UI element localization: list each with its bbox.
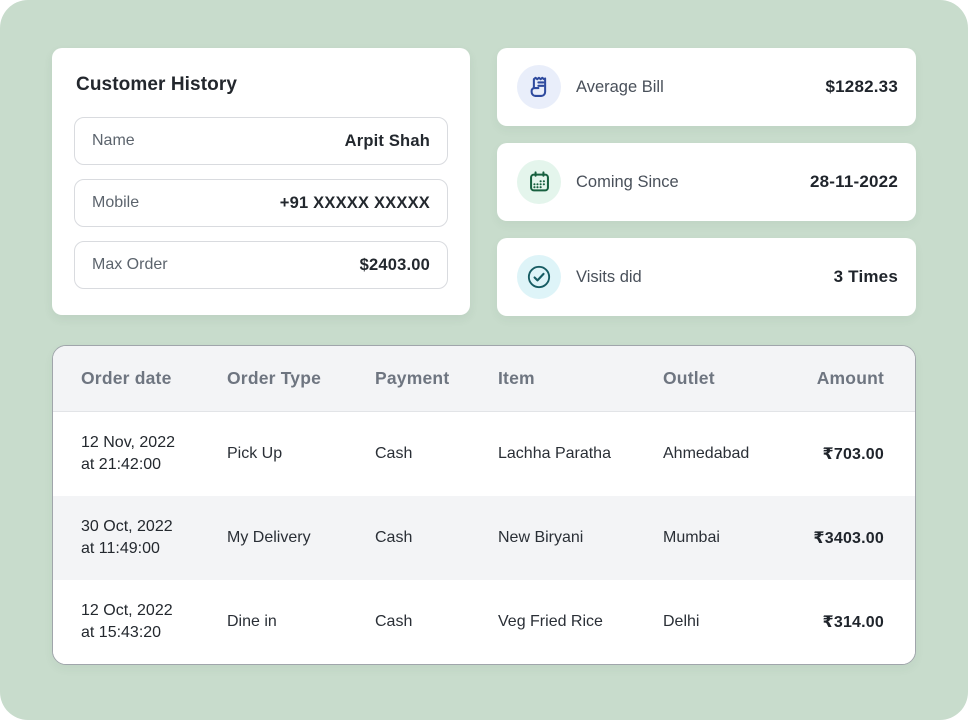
customer-history-card: Customer History Name Arpit Shah Mobile … xyxy=(52,48,470,315)
max-order-field-label: Max Order xyxy=(92,256,168,273)
name-field-label: Name xyxy=(92,132,135,149)
stats-column: Average Bill $1282.33 Coming Sin xyxy=(497,48,916,316)
visits-did-label: Visits did xyxy=(576,267,642,286)
cell-order-date: 12 Nov, 2022 at 21:42:00 xyxy=(81,432,227,476)
col-header-amount: Amount xyxy=(816,368,884,388)
name-field-value: Arpit Shah xyxy=(344,131,430,150)
table-row: 12 Oct, 2022 at 15:43:20 Dine in Cash Ve… xyxy=(53,580,915,664)
cell-order-date: 12 Oct, 2022 at 15:43:20 xyxy=(81,600,227,644)
cell-payment: Cash xyxy=(375,445,413,462)
table-row: 30 Oct, 2022 at 11:49:00 My Delivery Cas… xyxy=(53,496,915,580)
cell-amount: ₹314.00 xyxy=(822,614,884,631)
coming-since-value: 28-11-2022 xyxy=(809,172,898,191)
col-header-order-type: Order Type xyxy=(227,368,322,388)
name-field[interactable]: Name Arpit Shah xyxy=(74,117,448,165)
order-date-line1: 12 Nov, 2022 xyxy=(81,434,175,451)
check-circle-icon xyxy=(517,255,561,299)
col-header-order-date: Order date xyxy=(81,368,172,388)
average-bill-label: Average Bill xyxy=(576,77,664,96)
orders-table: Order date Order Type Payment Item Outle… xyxy=(52,345,916,665)
mobile-field-value: +91 XXXXX XXXXX xyxy=(279,193,430,212)
coming-since-card: Coming Since 28-11-2022 xyxy=(497,143,916,221)
cell-payment: Cash xyxy=(375,529,413,546)
max-order-field-value: $2403.00 xyxy=(359,255,430,274)
cell-order-type: Dine in xyxy=(227,613,277,630)
cell-amount: ₹3403.00 xyxy=(813,530,884,547)
col-header-item: Item xyxy=(498,368,535,388)
cell-amount: ₹703.00 xyxy=(822,446,884,463)
order-date-line2: at 21:42:00 xyxy=(81,456,162,473)
cell-order-type: My Delivery xyxy=(227,529,311,546)
average-bill-card: Average Bill $1282.33 xyxy=(497,48,916,126)
cell-order-date: 30 Oct, 2022 at 11:49:00 xyxy=(81,516,227,560)
receipt-icon xyxy=(517,65,561,109)
cell-item: Lachha Paratha xyxy=(498,445,611,462)
cell-item: New Biryani xyxy=(498,529,584,546)
order-date-line1: 12 Oct, 2022 xyxy=(81,602,173,619)
mobile-field[interactable]: Mobile +91 XXXXX XXXXX xyxy=(74,179,448,227)
cell-item: Veg Fried Rice xyxy=(498,613,603,630)
col-header-outlet: Outlet xyxy=(663,368,715,388)
visits-did-value: 3 Times xyxy=(833,267,898,286)
table-row: 12 Nov, 2022 at 21:42:00 Pick Up Cash La… xyxy=(53,412,915,496)
order-date-line2: at 15:43:20 xyxy=(81,624,162,641)
customer-history-title: Customer History xyxy=(76,74,238,95)
cell-outlet: Delhi xyxy=(663,613,700,630)
cell-order-type: Pick Up xyxy=(227,445,283,462)
col-header-payment: Payment xyxy=(375,368,450,388)
cell-outlet: Ahmedabad xyxy=(663,445,750,462)
order-date-line1: 30 Oct, 2022 xyxy=(81,518,173,535)
visits-did-card: Visits did 3 Times xyxy=(497,238,916,316)
orders-table-header: Order date Order Type Payment Item Outle… xyxy=(53,346,915,412)
mobile-field-label: Mobile xyxy=(92,194,140,211)
order-date-line2: at 11:49:00 xyxy=(81,540,160,557)
cell-outlet: Mumbai xyxy=(663,529,720,546)
average-bill-value: $1282.33 xyxy=(825,77,898,96)
calendar-icon xyxy=(517,160,561,204)
coming-since-label: Coming Since xyxy=(576,172,679,191)
max-order-field[interactable]: Max Order $2403.00 xyxy=(74,241,448,289)
top-section: Customer History Name Arpit Shah Mobile … xyxy=(52,48,916,316)
cell-payment: Cash xyxy=(375,613,413,630)
